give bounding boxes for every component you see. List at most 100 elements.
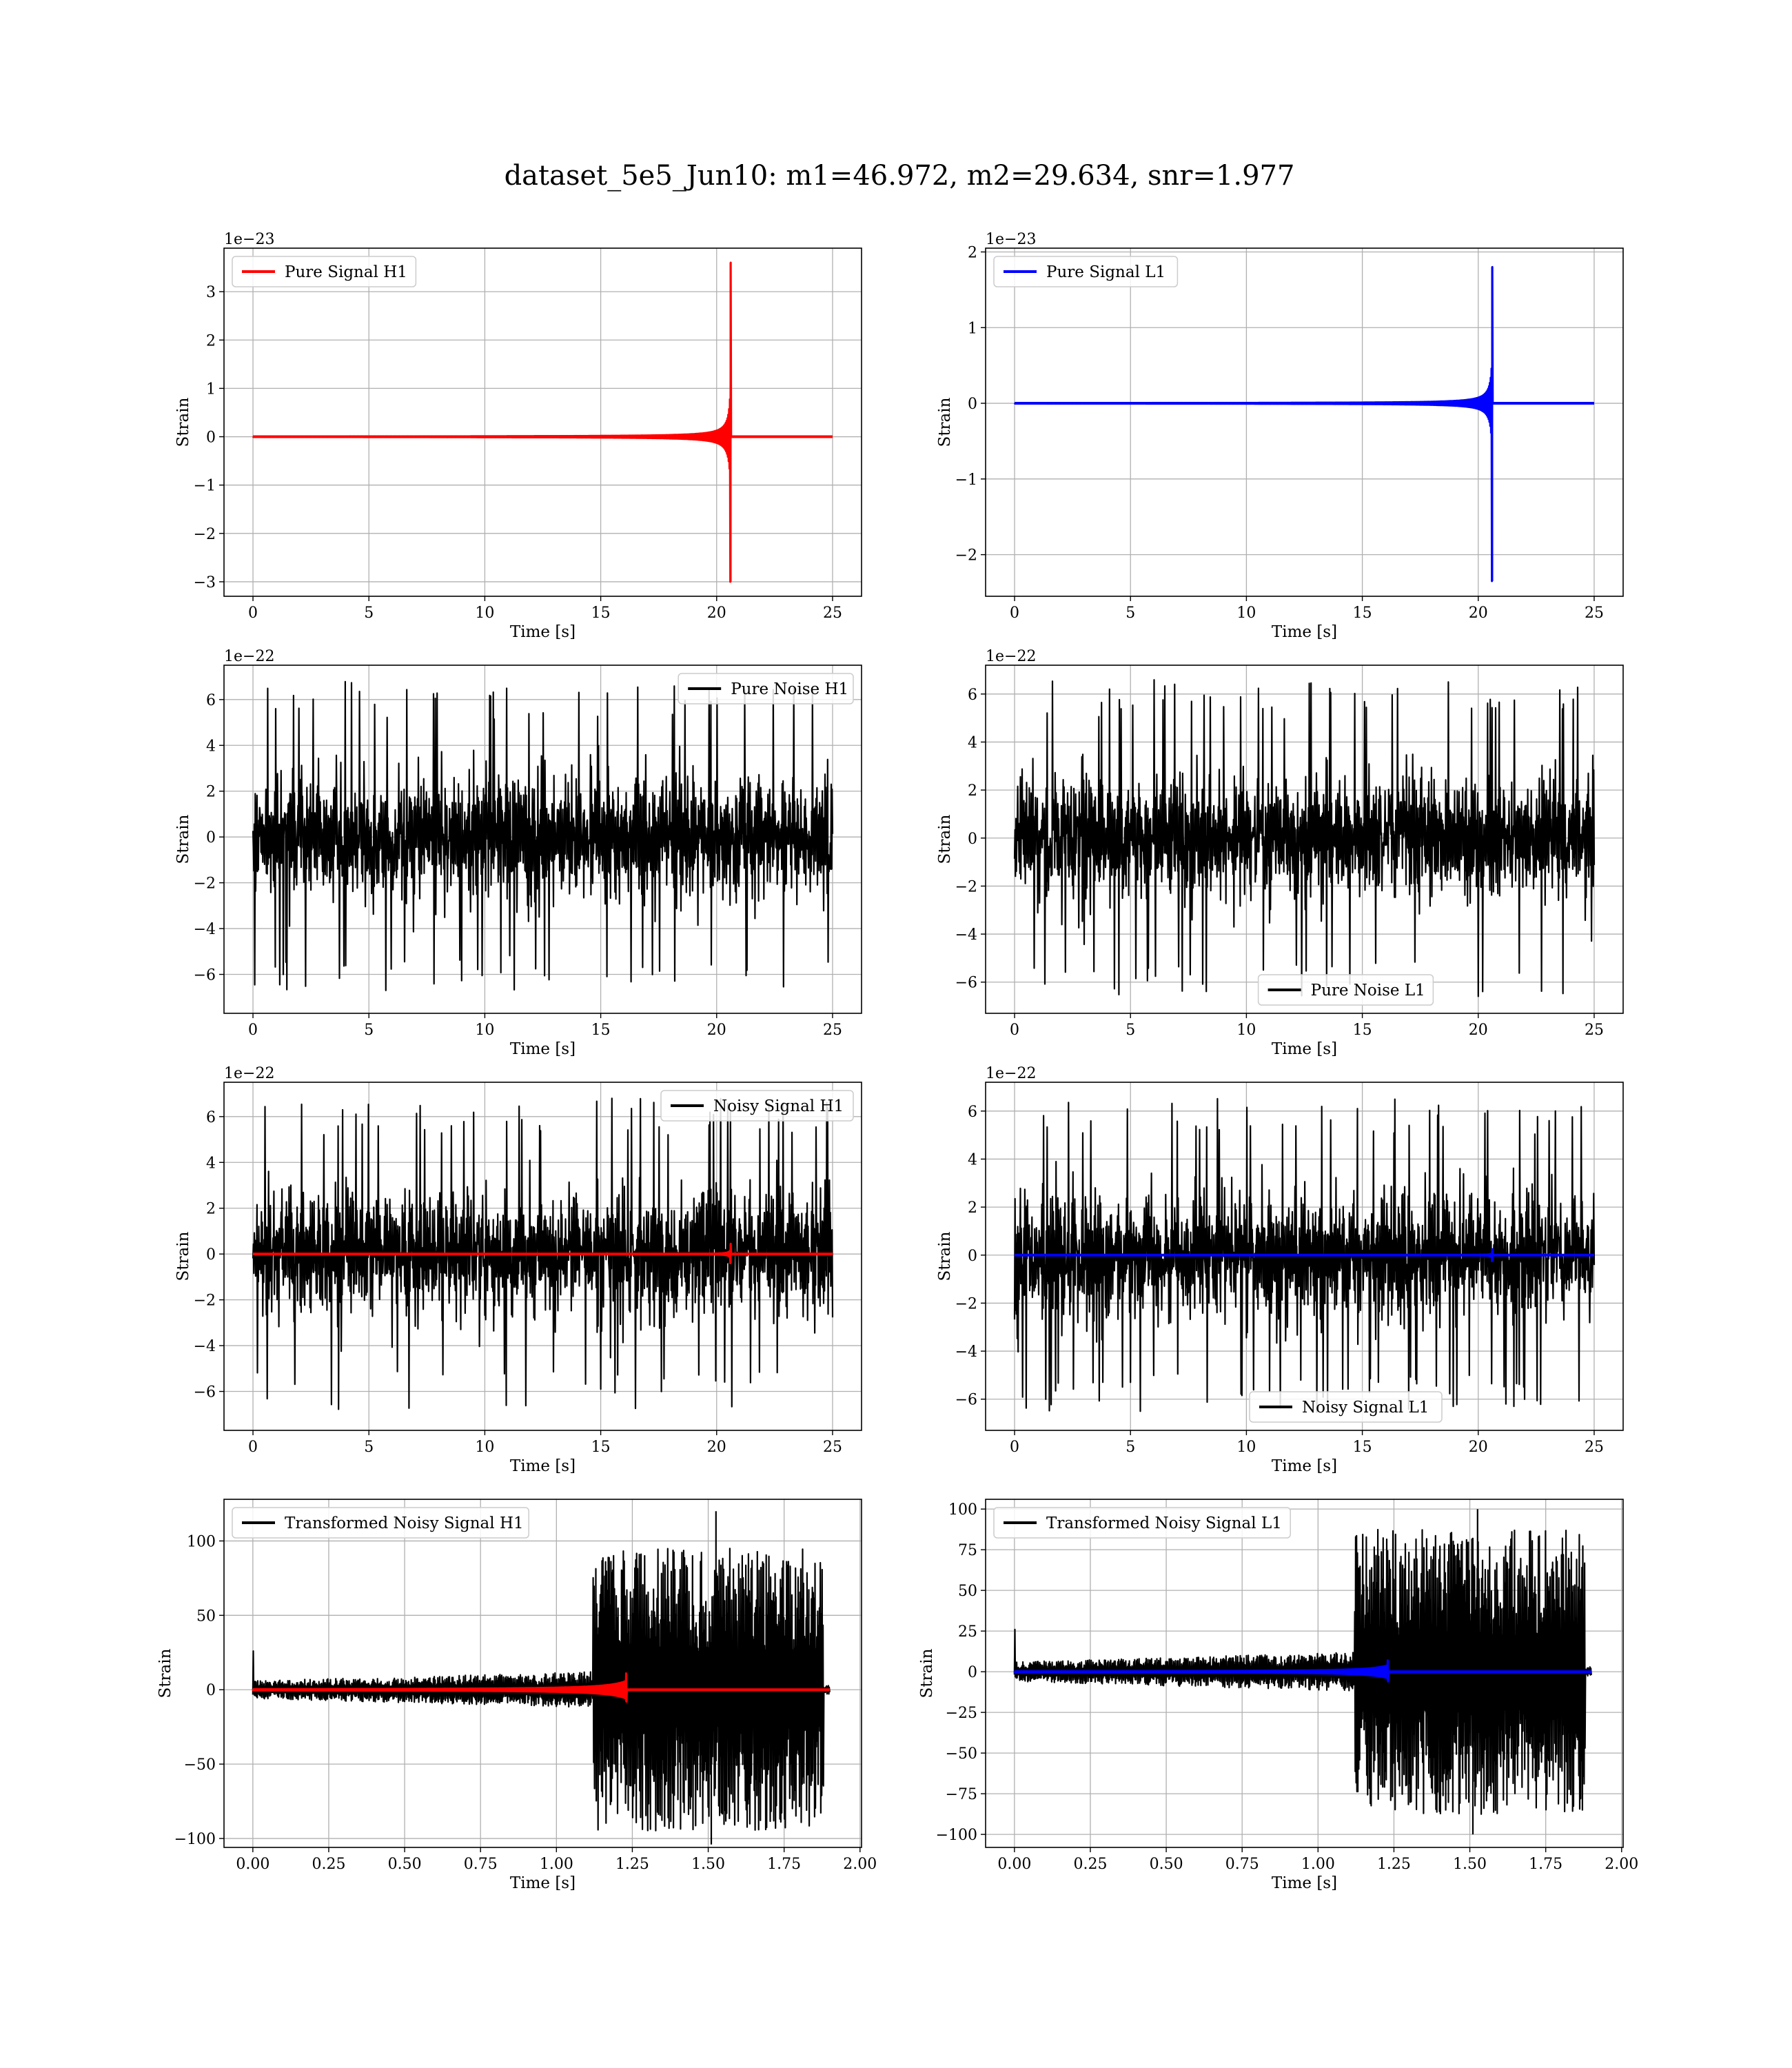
axes-frame <box>223 1082 862 1431</box>
legend-label: Pure Noise H1 <box>731 680 848 698</box>
y-tick-label: −50 <box>184 1756 216 1774</box>
y-tick-label: −2 <box>955 1295 977 1312</box>
x-tick-label: 20 <box>1469 1022 1488 1039</box>
axes-frame <box>223 247 862 597</box>
y-tick-label: 1 <box>968 320 977 337</box>
legend-label: Pure Noise L1 <box>1311 982 1425 1000</box>
x-tick-label: 0.25 <box>1073 1856 1107 1873</box>
y-axis-label: Strain <box>936 397 954 447</box>
x-tick-label: 1.75 <box>1529 1856 1562 1873</box>
y-tick-label: 75 <box>958 1542 977 1559</box>
y-tick-label: −4 <box>194 921 216 938</box>
axes-frame <box>223 665 862 1014</box>
x-axis-label: Time [s] <box>1272 1040 1337 1058</box>
y-tick-label: 3 <box>206 284 216 301</box>
y-tick-label: −100 <box>174 1831 216 1848</box>
plot-area <box>1013 1097 1596 1413</box>
axes-frame <box>223 1499 862 1848</box>
axes-frame <box>985 1499 1624 1848</box>
y-tick-label: 4 <box>968 734 977 751</box>
offset-text: 1e−22 <box>224 1065 274 1082</box>
x-tick-label: 20 <box>707 605 726 622</box>
x-tick-label: 1.75 <box>767 1856 801 1873</box>
y-tick-label: 0 <box>206 1682 216 1699</box>
y-tick-label: 25 <box>958 1623 977 1641</box>
x-tick-label: 15 <box>591 1022 611 1039</box>
legend-frame <box>993 256 1179 287</box>
legend: Noisy Signal H1 <box>660 1090 854 1122</box>
y-axis-label: Strain <box>174 397 192 447</box>
subplot-noisy-signal-h1: 0 5 10 15 20 25 −6 −4 −2 0 2 4 6 Time [s] Strain 1e−22 N… <box>174 1065 862 1475</box>
plot-area <box>252 1511 831 1845</box>
offset-text: 1e−22 <box>986 1065 1036 1082</box>
x-tick-label: 20 <box>1469 605 1488 622</box>
y-tick-label: −25 <box>946 1705 977 1722</box>
legend: Pure Noise H1 <box>678 673 854 704</box>
x-tick-label: 25 <box>823 1439 842 1456</box>
axes-frame <box>985 665 1624 1014</box>
y-tick-label: 0 <box>968 396 977 413</box>
x-tick-label: 0 <box>248 605 258 622</box>
x-tick-label: 0.50 <box>388 1856 422 1873</box>
legend: Pure Signal H1 <box>232 256 417 287</box>
y-tick-label: −6 <box>955 1392 977 1409</box>
x-tick-label: 25 <box>1585 605 1604 622</box>
legend: Transformed Noisy Signal H1 <box>232 1507 529 1539</box>
x-tick-label: 0.00 <box>236 1856 269 1873</box>
x-tick-label: 15 <box>1353 1439 1372 1456</box>
legend-frame <box>232 256 417 287</box>
x-tick-label: 2.00 <box>843 1856 877 1873</box>
x-tick-label: 1.50 <box>1453 1856 1487 1873</box>
y-tick-label: 50 <box>958 1583 977 1600</box>
x-tick-label: 5 <box>1126 605 1135 622</box>
x-axis-label: Time [s] <box>510 1040 576 1058</box>
x-tick-label: 10 <box>475 1022 494 1039</box>
x-tick-label: 25 <box>1585 1022 1604 1039</box>
x-tick-label: 20 <box>707 1022 726 1039</box>
legend: Pure Noise L1 <box>1257 974 1434 1006</box>
y-tick-label: 0 <box>206 1246 216 1264</box>
y-tick-label: 50 <box>196 1608 216 1625</box>
y-tick-label: −1 <box>955 472 977 489</box>
x-tick-label: 1.25 <box>615 1856 649 1873</box>
x-tick-label: 15 <box>1353 1022 1372 1039</box>
x-tick-label: 25 <box>823 605 842 622</box>
series-line-pure-noise-h1 <box>252 680 834 991</box>
y-tick-label: −2 <box>194 526 216 543</box>
x-tick-label: 20 <box>1469 1439 1488 1456</box>
plot-area <box>1013 265 1595 582</box>
x-tick-label: 0.25 <box>312 1856 345 1873</box>
x-tick-label: 0 <box>248 1022 258 1039</box>
y-tick-label: 0 <box>968 1248 977 1265</box>
subplot-pure-signal-l1: 0 5 10 15 20 25 −2 −1 0 1 2 Time [s] Strain 1e−23 Pure… <box>936 231 1624 641</box>
x-tick-label: 0 <box>1010 1439 1019 1456</box>
x-tick-label: 10 <box>1236 1022 1256 1039</box>
subplot-transformed-noisy-signal-h1: 0.00 0.25 0.50 0.75 1.00 1.25 1.50 1.75 2.00 −100… <box>156 1499 877 1892</box>
legend: Transformed Noisy Signal L1 <box>993 1507 1291 1539</box>
x-tick-label: 15 <box>1353 605 1372 622</box>
plot-area <box>1013 679 1596 997</box>
y-tick-label: 0 <box>968 831 977 848</box>
subplot-noisy-signal-l1: 0 5 10 15 20 25 −6 −4 −2 0 2 4 6 Time [s] Strain 1e−22 N… <box>936 1065 1624 1475</box>
y-tick-label: −4 <box>194 1338 216 1355</box>
x-tick-label: 5 <box>364 1022 374 1039</box>
x-axis-label: Time [s] <box>1272 623 1337 641</box>
y-tick-label: −4 <box>955 1344 977 1361</box>
y-tick-label: −2 <box>955 547 977 565</box>
y-tick-label: 2 <box>206 332 216 349</box>
series-line-noisy-signal-l1 <box>1013 1097 1596 1413</box>
x-tick-label: 10 <box>1236 605 1256 622</box>
y-tick-label: 0 <box>968 1664 977 1681</box>
series-line-pure-noise-l1 <box>1013 679 1596 997</box>
legend-label: Noisy Signal L1 <box>1302 1399 1429 1417</box>
x-tick-label: 0.50 <box>1150 1856 1183 1873</box>
y-tick-label: −4 <box>955 926 977 944</box>
legend-frame <box>993 1507 1291 1539</box>
subplot-transformed-noisy-signal-l1: 0.00 0.25 0.50 0.75 1.00 1.25 1.50 1.75 2.00 −100… <box>918 1499 1638 1892</box>
x-axis-label: Time [s] <box>1272 1457 1337 1475</box>
y-tick-label: −6 <box>194 967 216 984</box>
x-tick-label: 1.00 <box>1301 1856 1335 1873</box>
